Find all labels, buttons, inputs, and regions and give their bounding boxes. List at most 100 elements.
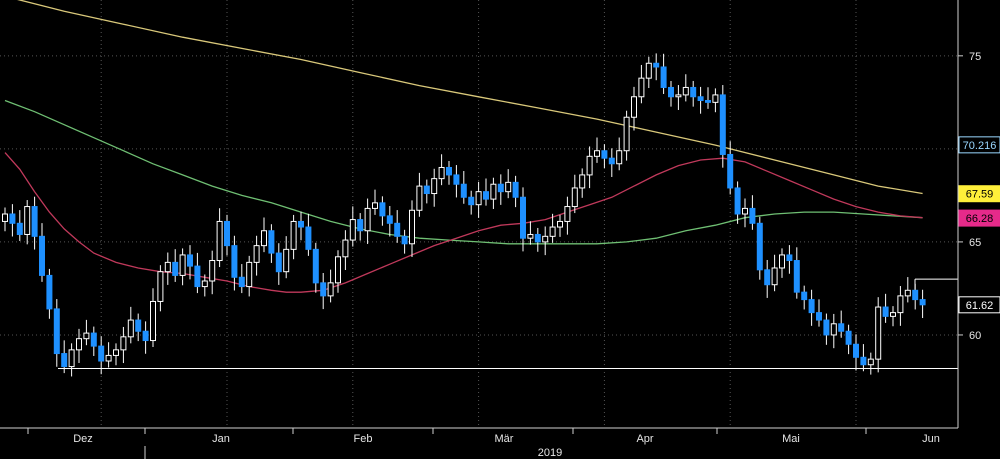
x-tick-label: Jan	[212, 433, 230, 445]
y-tick-label: 75	[969, 51, 981, 63]
candle-down	[401, 235, 408, 245]
candle-up	[201, 280, 208, 288]
candle-up	[164, 261, 171, 273]
candle-down	[90, 332, 97, 347]
candle-down	[305, 226, 312, 250]
candle-up	[586, 155, 593, 176]
candle-down	[320, 282, 327, 297]
candle-up	[867, 358, 874, 366]
candle-up	[505, 181, 512, 193]
candle-down	[660, 66, 667, 88]
candle-down	[357, 219, 364, 232]
x-tick-label: Feb	[354, 433, 373, 445]
candle-down	[534, 233, 541, 243]
candle-down	[668, 86, 674, 98]
candle-down	[312, 248, 319, 284]
candle-down	[727, 153, 734, 189]
price-tag: 67.59	[958, 185, 1000, 203]
candle-up	[113, 349, 119, 356]
price-tag: 66.28	[958, 209, 1000, 227]
candle-up	[571, 187, 578, 208]
candle-up	[179, 254, 186, 276]
candle-down	[53, 308, 60, 355]
y-tick-label: 65	[969, 237, 981, 249]
candle-up	[623, 116, 630, 152]
candle-down	[61, 353, 68, 368]
candle-down	[838, 323, 845, 332]
candle-down	[601, 150, 608, 159]
candle-down	[793, 260, 800, 293]
candle-up	[579, 174, 586, 189]
price-tag-label: 67.59	[966, 189, 994, 201]
candle-up	[890, 312, 896, 317]
candle-up	[127, 319, 134, 338]
candle-up	[372, 202, 378, 209]
candle-up	[897, 295, 904, 314]
candle-down	[912, 289, 919, 301]
candle-up	[645, 62, 652, 79]
candle-down	[453, 174, 460, 185]
candle-up	[24, 206, 31, 235]
price-tag-box	[958, 136, 1000, 154]
candle-up	[431, 178, 438, 195]
candle-down	[31, 206, 38, 237]
x-tick-label: Apr	[636, 433, 653, 445]
candle-down	[468, 196, 475, 206]
candle-down	[135, 319, 142, 332]
candle-down	[423, 185, 430, 195]
x-tick-label: Jun	[922, 433, 940, 445]
candle-down	[608, 157, 615, 165]
candle-up	[875, 306, 882, 360]
candle-down	[275, 252, 282, 273]
candle-up	[120, 336, 127, 351]
candle-up	[342, 239, 349, 258]
candle-down	[9, 213, 16, 224]
candle-up	[105, 354, 112, 362]
candle-up	[682, 86, 689, 96]
candle-down	[719, 94, 726, 155]
candle-down	[756, 222, 763, 271]
candle-down	[734, 187, 741, 215]
candle-down	[16, 222, 23, 235]
candle-up	[594, 150, 600, 157]
candle-up	[76, 338, 82, 351]
candle-down	[46, 274, 53, 310]
candle-down	[386, 215, 393, 224]
candle-up	[631, 96, 637, 118]
price-tag-box	[958, 185, 1000, 203]
candle-down	[697, 96, 704, 101]
candle-down	[808, 299, 815, 314]
y-tick-label: 60	[969, 330, 981, 342]
candle-down	[823, 319, 830, 336]
price-tag-label: 66.28	[966, 213, 994, 225]
candle-up	[327, 282, 334, 297]
candle-down	[853, 343, 859, 358]
candle-down	[749, 207, 756, 224]
candle-up	[283, 248, 290, 273]
candle-up	[209, 260, 216, 282]
candle-up	[150, 300, 156, 342]
candle-up	[335, 256, 341, 284]
candle-down	[187, 254, 193, 267]
candle-up	[542, 235, 549, 243]
candle-up	[364, 207, 371, 232]
price-tag-box	[958, 296, 1000, 314]
candle-up	[549, 226, 556, 237]
candle-down	[39, 235, 45, 276]
candle-down	[224, 220, 230, 247]
price-tags: 70.216 67.59 66.28 61.62	[958, 136, 1000, 314]
candle-up	[904, 289, 911, 297]
ma-short-line	[4, 152, 923, 293]
candle-up	[438, 166, 445, 180]
candle-up	[68, 349, 75, 368]
candle-up	[616, 150, 623, 165]
candle-down	[379, 202, 386, 217]
x-tick-label: Mär	[495, 433, 514, 445]
candle-down	[512, 181, 519, 198]
candle-up	[409, 209, 415, 245]
candle-up	[290, 220, 297, 250]
candle-down	[98, 345, 105, 362]
